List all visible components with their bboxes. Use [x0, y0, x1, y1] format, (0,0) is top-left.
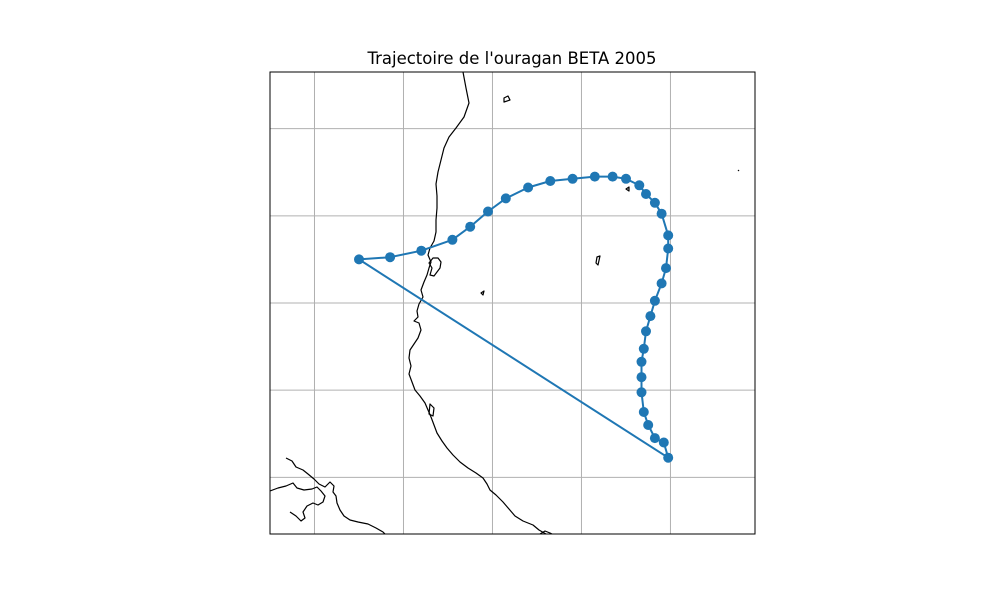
track-point	[385, 252, 396, 263]
track-point	[567, 173, 578, 184]
track-point	[416, 245, 427, 256]
guajira-peninsula	[285, 457, 386, 534]
track-point	[634, 180, 645, 191]
track-point	[649, 295, 660, 306]
coastline-detail-west	[428, 257, 442, 277]
track-point	[636, 387, 647, 398]
track-point	[649, 433, 660, 444]
hurricane-track	[354, 171, 674, 463]
islet-4	[480, 290, 485, 296]
track-point	[607, 171, 618, 182]
coastlines	[270, 72, 740, 534]
track-point	[636, 356, 647, 367]
islet-2	[625, 186, 630, 192]
track-point	[589, 171, 600, 182]
map-title: Trajectoire de l'ouragan BETA 2005	[366, 49, 656, 68]
track-point	[656, 278, 667, 289]
track-point	[663, 230, 674, 241]
track-point	[523, 182, 534, 193]
track-point	[500, 193, 511, 204]
coastline-detail-south	[428, 403, 435, 417]
track-point	[483, 206, 493, 217]
track-point	[638, 343, 649, 354]
track-point	[649, 197, 660, 208]
graticule	[270, 72, 755, 534]
track-point	[643, 420, 654, 430]
track-point	[354, 254, 364, 265]
track-point	[645, 311, 656, 322]
central-america-coastline	[408, 72, 547, 534]
track-line	[358, 175, 670, 459]
track-point	[465, 221, 476, 232]
track-point	[661, 263, 671, 274]
track-point	[636, 372, 647, 383]
track-point	[638, 407, 649, 417]
track-point	[641, 189, 651, 199]
track-point	[656, 208, 667, 219]
colombia-venezuela-coastline	[270, 482, 326, 522]
track-point	[663, 452, 674, 463]
track-point	[641, 326, 651, 337]
islet-3	[595, 255, 601, 266]
islet-5	[737, 169, 740, 172]
islet-1	[503, 95, 511, 103]
track-point	[663, 243, 674, 254]
track-point	[545, 176, 556, 186]
track-point	[621, 173, 631, 184]
track-point	[658, 437, 669, 448]
track-point	[447, 234, 458, 245]
map-frame	[269, 71, 756, 535]
